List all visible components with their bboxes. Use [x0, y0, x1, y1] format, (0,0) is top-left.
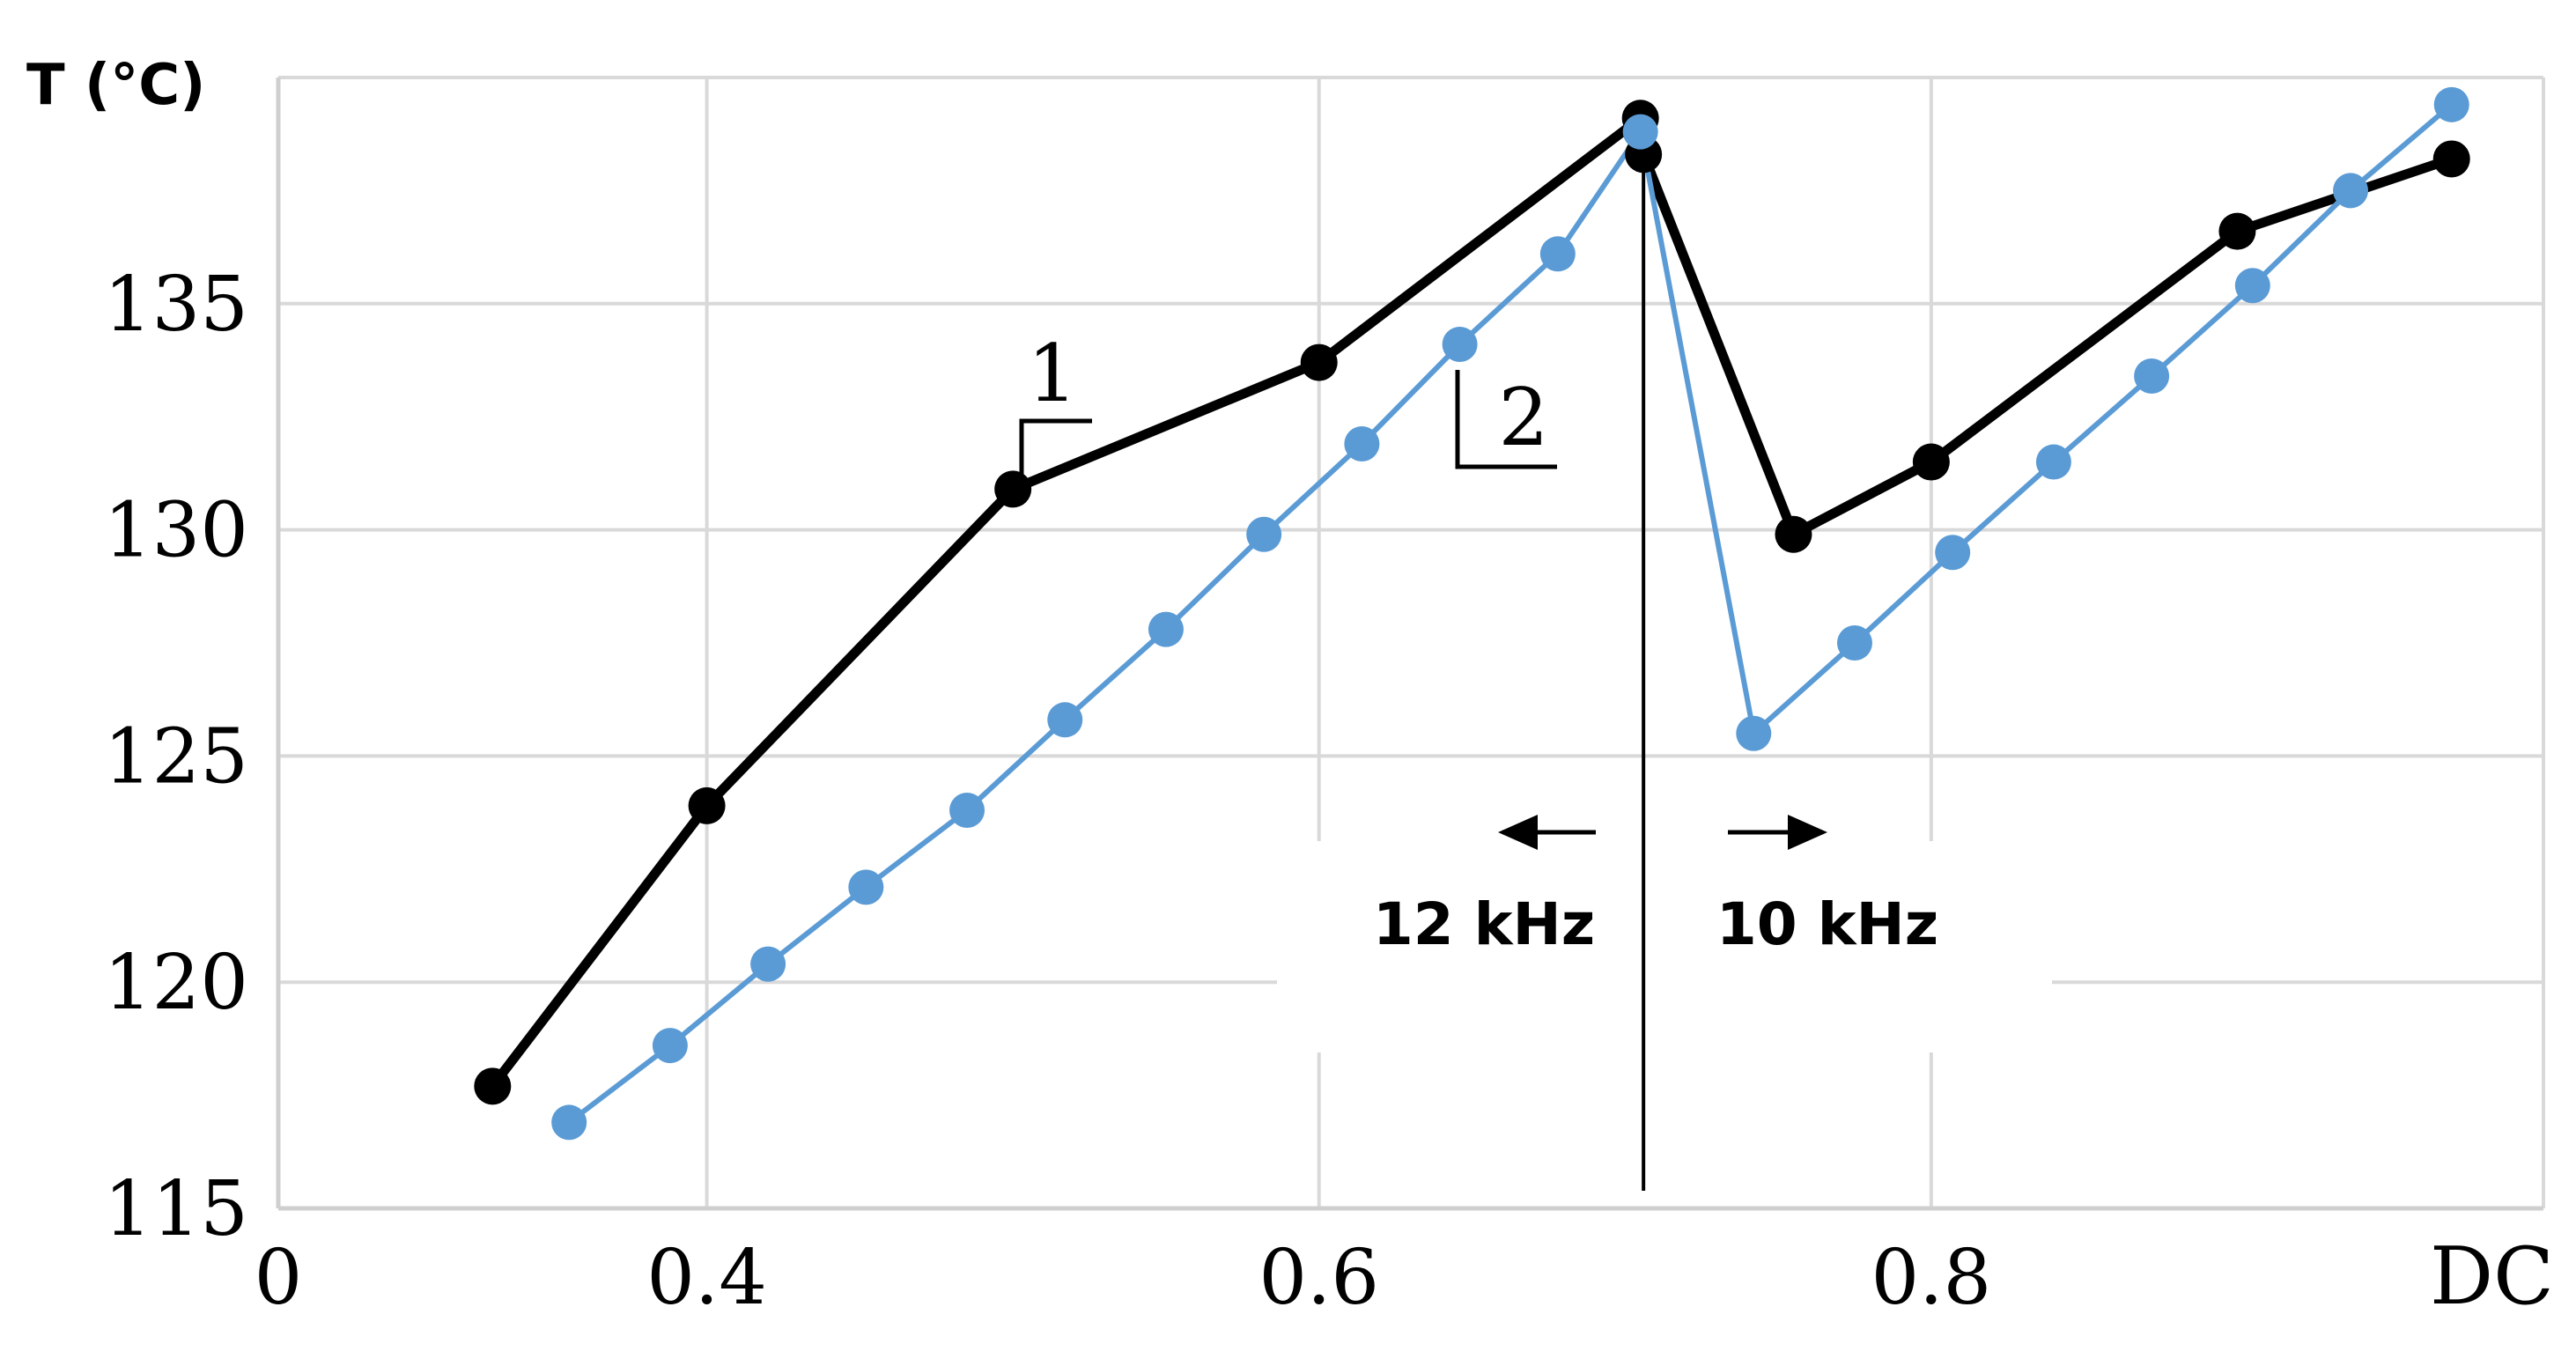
series-1-point: [474, 1067, 512, 1105]
x-tick-label: 0.8: [1871, 1234, 1991, 1322]
series-2-point: [1246, 516, 1282, 552]
series-1-point: [2218, 212, 2256, 250]
series-1-label: 1: [1027, 328, 1077, 420]
x-axis-label: DC: [2430, 1230, 2554, 1323]
series-1-point: [1300, 343, 1338, 381]
series-1-point: [1912, 443, 1950, 481]
series-2-point: [2234, 268, 2270, 304]
series-2-point: [1836, 625, 1872, 661]
y-axis-label: T (°C): [26, 53, 205, 118]
y-tick-labels: 115 120 125 130 135: [104, 261, 248, 1253]
series-points: [474, 86, 2470, 1141]
x-tick-label: 0: [255, 1234, 303, 1322]
x-tick-label: 0.6: [1258, 1234, 1379, 1322]
series-1-point: [2432, 140, 2470, 178]
label-backdrop: [1277, 841, 2052, 1052]
series-2-point: [2134, 358, 2170, 394]
axes: [276, 78, 2543, 1211]
series-2-point: [1736, 715, 1772, 751]
series-2-point: [949, 793, 985, 829]
label-10khz: 10 kHz: [1716, 890, 1938, 958]
series-2-label: 2: [1498, 372, 1548, 464]
series-2-point: [750, 946, 786, 982]
series-2-point: [848, 869, 884, 905]
x-tick-labels: 0 0.4 0.6 0.8: [255, 1234, 1992, 1322]
label-12khz: 12 kHz: [1373, 890, 1595, 958]
series-2-point: [1442, 327, 1478, 363]
series-1-leader: [1019, 418, 1092, 489]
y-tick-label: 135: [104, 261, 248, 349]
series-2-line: [567, 102, 2454, 1125]
series-2-point: [1622, 114, 1658, 150]
series-2-point: [1344, 426, 1380, 462]
series-2-point: [1047, 702, 1083, 738]
series-2-point: [652, 1028, 688, 1064]
series-2-point: [2433, 86, 2469, 122]
series-1-point: [994, 470, 1032, 508]
series-2-point: [551, 1104, 587, 1141]
series-2-point: [2333, 173, 2369, 209]
y-tick-label: 115: [104, 1165, 248, 1253]
y-tick-label: 120: [104, 939, 248, 1027]
series-1-point: [1775, 515, 1812, 553]
y-tick-label: 125: [104, 713, 248, 801]
series-2-point: [1148, 611, 1184, 647]
series-2-point: [1539, 236, 1576, 272]
series-2-point: [1935, 535, 1971, 571]
y-tick-label: 130: [104, 487, 248, 575]
series-2-point: [2035, 444, 2071, 480]
gridlines: [278, 76, 2545, 1210]
series-1-point: [688, 786, 726, 824]
series-2-leader: [1455, 370, 1557, 469]
x-tick-label: 0.4: [646, 1234, 767, 1322]
